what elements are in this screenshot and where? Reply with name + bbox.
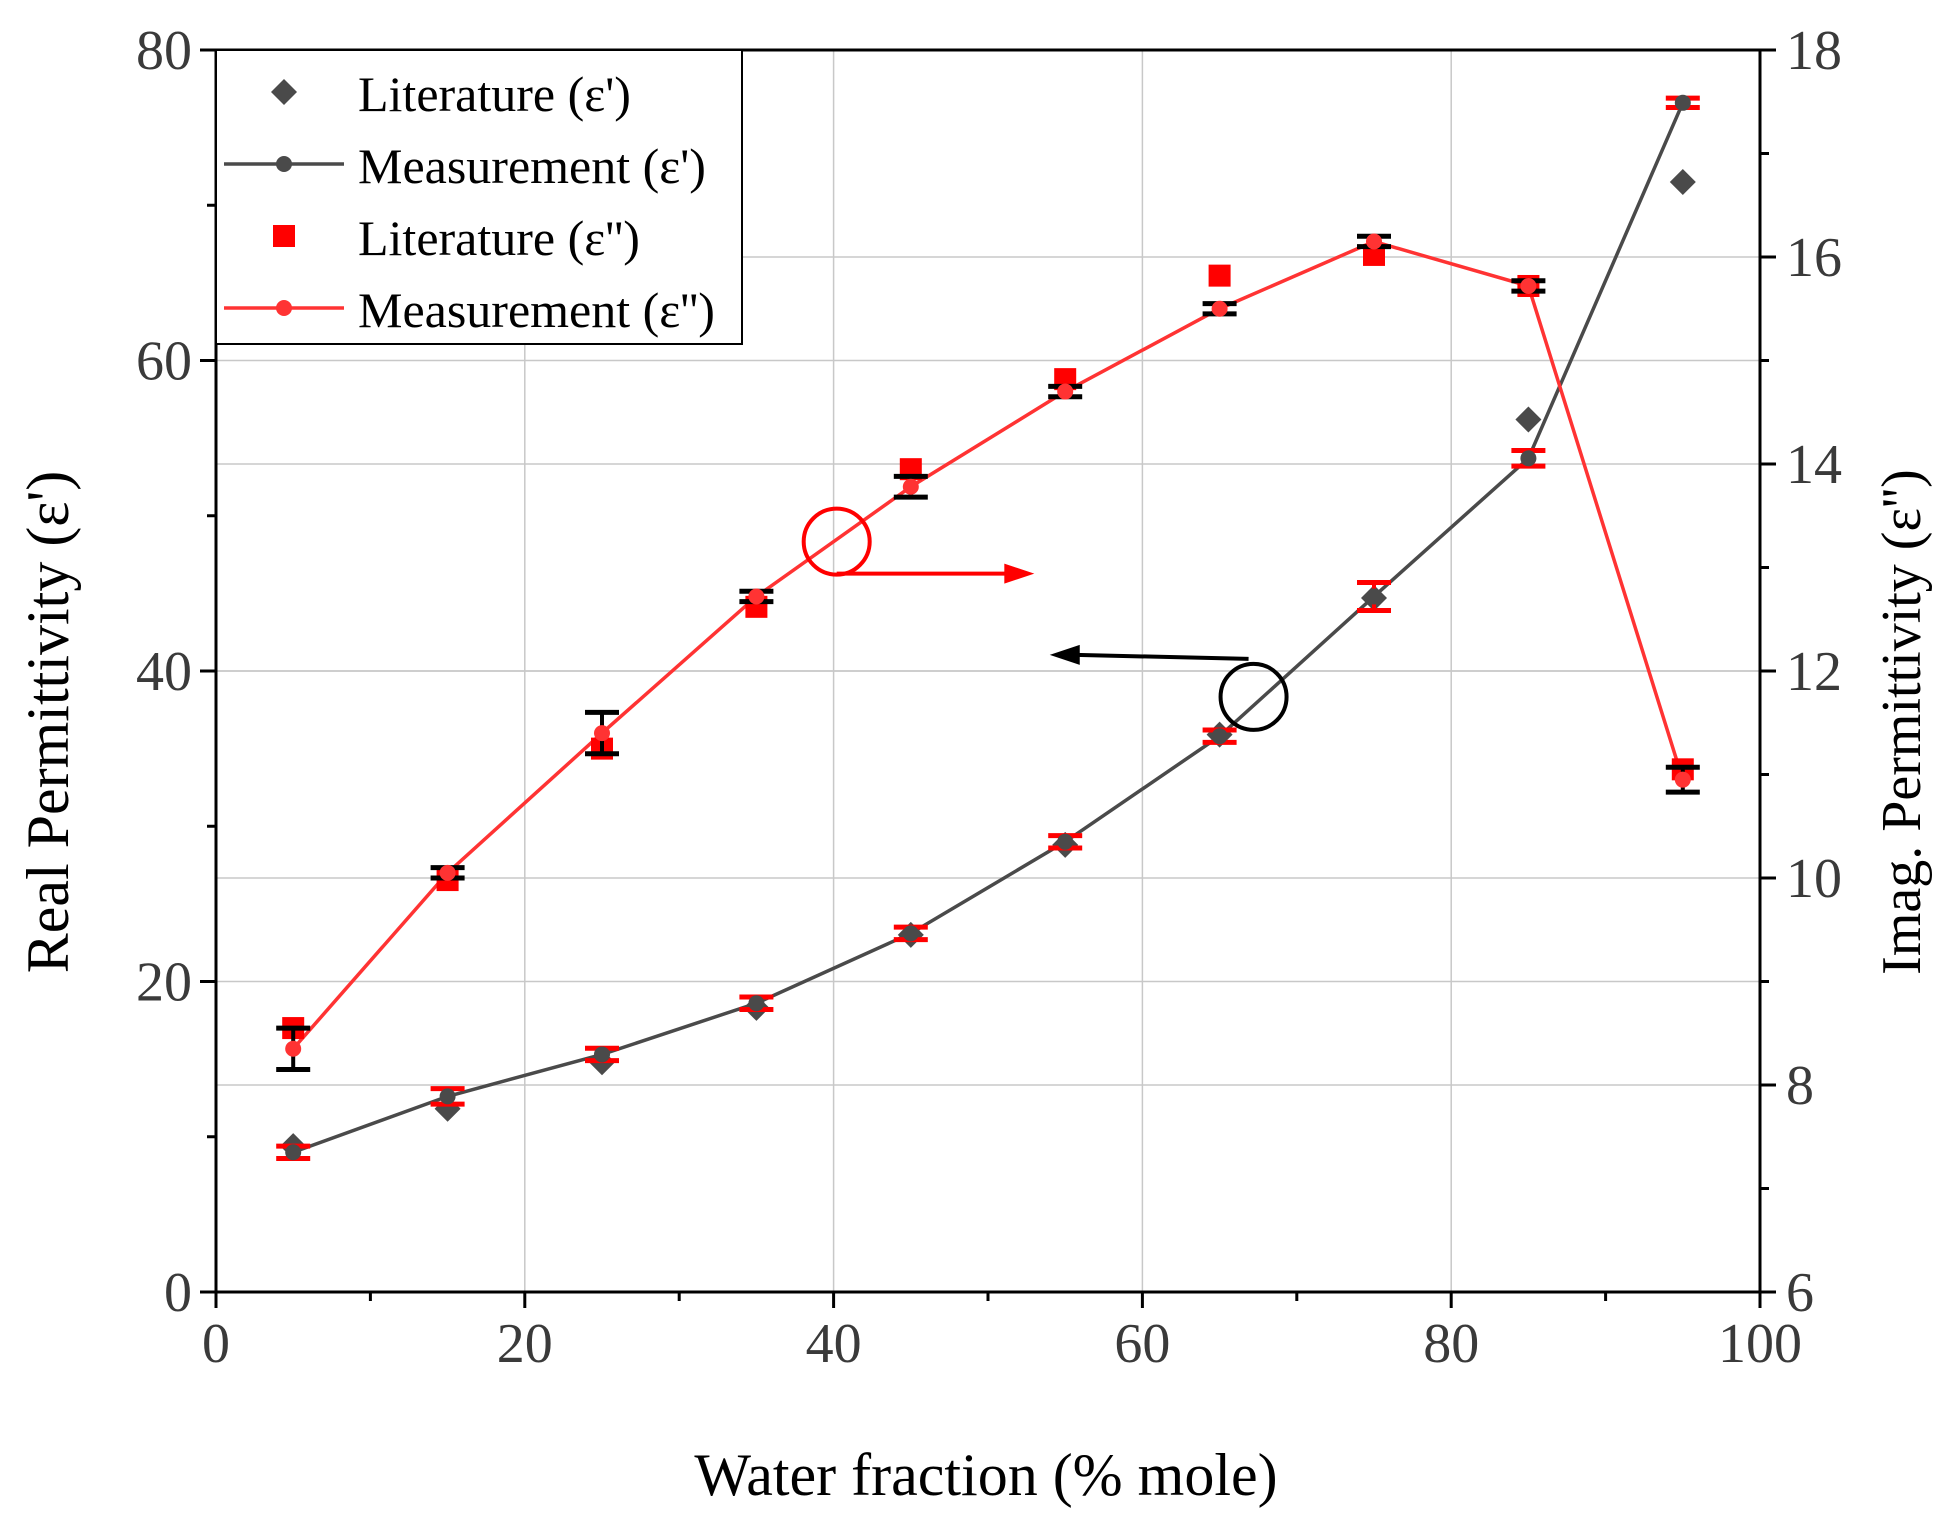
legend-marker: [276, 300, 292, 316]
annotation-arrowhead: [1049, 644, 1080, 665]
marker-measurement-imag: [902, 478, 919, 495]
legend-box: [215, 49, 743, 345]
series-line-measurement-real: [292, 102, 1685, 1154]
x-tick-label: 0: [202, 1313, 230, 1375]
marker-measurement-imag: [1366, 233, 1382, 250]
y-left-tick-label: 60: [136, 331, 192, 393]
annotation-circle: [1218, 661, 1289, 732]
x-tick-label: 40: [806, 1313, 862, 1375]
y-axis-left-title: Real Permittivity (ε'): [15, 471, 81, 974]
marker-measurement-imag: [439, 864, 456, 881]
y-axis-right-title: Imag. Permittivity (ε''): [1871, 469, 1933, 975]
legend: Literature (ε') Measurement (ε') Literatur…: [215, 49, 743, 345]
y-left-tick-label: 20: [136, 952, 192, 1014]
x-tick-label: 80: [1423, 1313, 1479, 1375]
x-tick-label: 100: [1718, 1313, 1802, 1375]
marker-literature-real: [1515, 406, 1542, 433]
marker-measurement-real: [1366, 588, 1382, 605]
marker-measurement-imag: [748, 588, 765, 605]
x-axis-title: Water fraction (% mole): [694, 1442, 1277, 1508]
y-right-tick-label: 8: [1786, 1055, 1814, 1117]
legend-label: Literature (ε''): [358, 210, 640, 266]
legend-marker: [273, 225, 295, 247]
marker-measurement-real: [748, 995, 765, 1012]
marker-measurement-imag: [1057, 383, 1074, 400]
annotation-arrowhead: [1004, 563, 1035, 584]
marker-literature-imag: [1363, 243, 1385, 266]
y-right-tick-label: 6: [1786, 1262, 1814, 1324]
legend-marker: [271, 79, 297, 105]
marker-literature-real: [1669, 168, 1696, 195]
x-tick-label: 60: [1114, 1313, 1170, 1375]
marker-measurement-real: [1674, 94, 1691, 111]
marker-measurement-real: [902, 925, 919, 942]
marker-measurement-real: [1520, 450, 1537, 467]
y-left-tick-label: 40: [136, 641, 192, 703]
marker-measurement-imag: [594, 725, 610, 742]
marker-literature-imag: [1208, 264, 1231, 287]
y-right-tick-label: 16: [1786, 227, 1842, 289]
axes-layer: 0 20 40 60 80 100 0 20 40 60 80 6 8 10 12 14 16 18: [136, 20, 1842, 1375]
series-line-measurement-imag: [291, 239, 1685, 1050]
legend-label: Literature (ε'): [358, 66, 631, 122]
legend-label: Measurement (ε''): [358, 282, 715, 338]
annotation-layer: [801, 506, 1289, 732]
marker-measurement-imag: [1520, 277, 1537, 294]
legend-label: Measurement (ε'): [358, 138, 706, 194]
marker-measurement-real: [439, 1088, 456, 1105]
marker-measurement-imag: [1674, 771, 1691, 788]
y-right-tick-label: 14: [1786, 434, 1842, 496]
marker-measurement-real: [285, 1144, 302, 1161]
marker-measurement-real: [594, 1046, 610, 1063]
y-right-tick-label: 10: [1786, 848, 1842, 910]
y-left-tick-label: 0: [164, 1262, 192, 1324]
marker-measurement-imag: [285, 1040, 302, 1057]
marker-measurement-real: [1057, 833, 1074, 850]
x-tick-label: 20: [497, 1313, 553, 1375]
y-right-tick-label: 12: [1786, 641, 1842, 703]
y-right-tick-label: 18: [1786, 20, 1842, 82]
series-layer: [276, 94, 1700, 1161]
y-left-tick-label: 80: [136, 20, 192, 82]
marker-measurement-real: [1211, 728, 1228, 745]
legend-marker: [276, 156, 292, 172]
marker-measurement-imag: [1211, 300, 1228, 317]
annotation-arrow-shaft: [1075, 652, 1249, 661]
